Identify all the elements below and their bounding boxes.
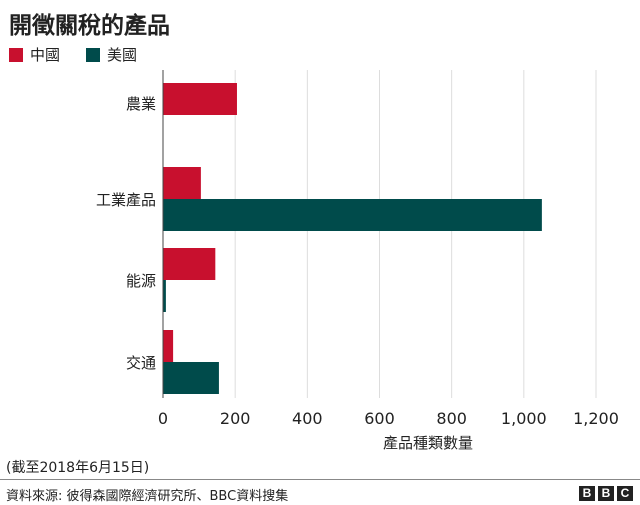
bar-china	[163, 330, 174, 362]
legend-item-usa: 美國	[86, 44, 137, 65]
category-label: 工業產品	[96, 191, 156, 209]
legend: 中國 美國	[9, 44, 163, 65]
date-note: (截至2018年6月15日)	[6, 460, 150, 476]
footer-divider	[0, 479, 640, 480]
bar-usa	[163, 362, 219, 394]
x-tick-label: 0	[158, 409, 168, 428]
x-tick-label: 200	[220, 409, 251, 428]
bbc-logo-letter-2: B	[598, 486, 614, 501]
bbc-logo: B B C	[576, 486, 633, 501]
chart-title: 開徵關稅的產品	[9, 13, 170, 39]
bar-china	[163, 83, 237, 115]
legend-item-china: 中國	[9, 44, 60, 65]
x-tick-label: 400	[292, 409, 323, 428]
x-tick-label: 1,000	[501, 409, 547, 428]
x-tick-label: 1,200	[573, 409, 619, 428]
bar-china	[163, 167, 201, 199]
source-text: 資料來源: 彼得森國際經濟研究所、BBC資料搜集	[6, 489, 289, 504]
legend-label-usa: 美國	[107, 46, 138, 64]
legend-swatch-china	[9, 47, 23, 62]
category-label: 農業	[126, 95, 156, 113]
bbc-logo-letter-1: B	[579, 486, 595, 501]
category-label: 能源	[126, 272, 156, 290]
x-tick-label: 600	[364, 409, 395, 428]
bbc-logo-letter-3: C	[617, 486, 633, 501]
legend-label-china: 中國	[30, 46, 61, 64]
legend-swatch-usa	[86, 47, 101, 62]
x-tick-label: 800	[436, 409, 467, 428]
bar-usa	[163, 199, 542, 231]
x-axis-label: 產品種類數量	[383, 434, 473, 452]
bar-usa	[163, 280, 166, 312]
bar-china	[163, 248, 216, 280]
category-label: 交通	[126, 354, 156, 372]
